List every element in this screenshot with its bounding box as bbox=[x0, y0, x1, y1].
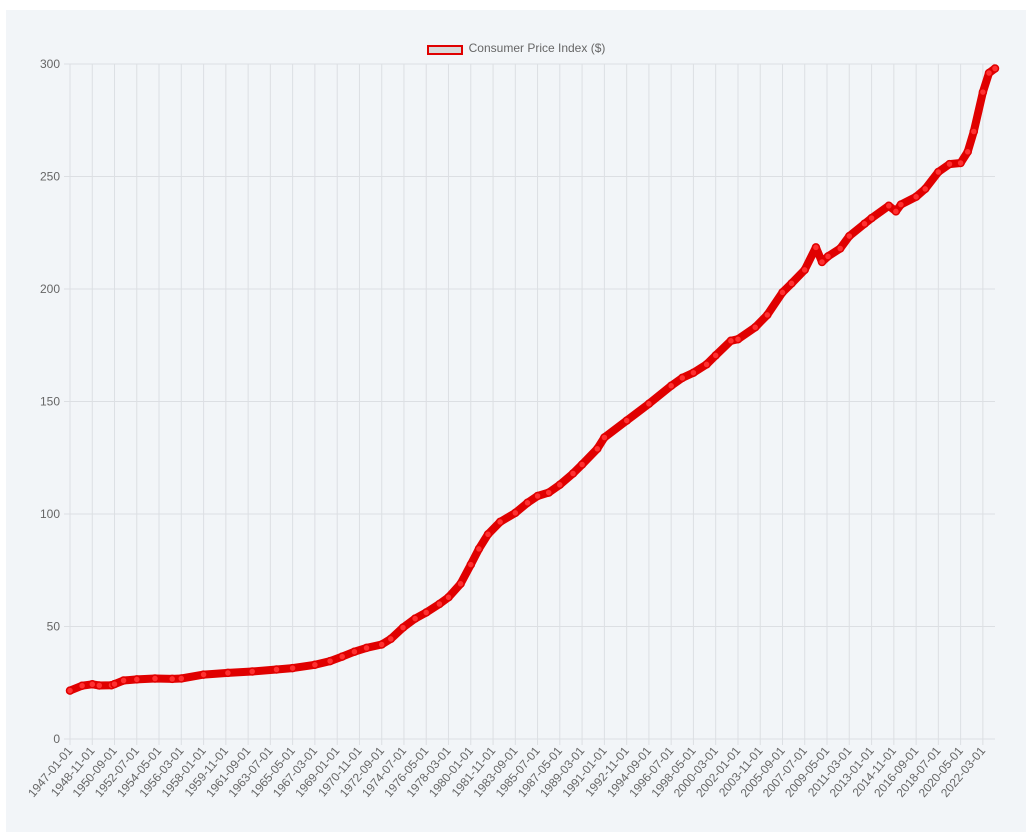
y-tick-label: 100 bbox=[40, 507, 60, 521]
data-point bbox=[325, 656, 335, 666]
data-point bbox=[65, 686, 75, 695]
data-point bbox=[398, 623, 408, 632]
data-point bbox=[337, 652, 347, 661]
data-point bbox=[544, 488, 553, 497]
data-point bbox=[533, 491, 542, 501]
data-point bbox=[644, 399, 654, 409]
data-point bbox=[288, 663, 297, 673]
data-point bbox=[817, 257, 827, 267]
data-point bbox=[945, 159, 954, 169]
data-point bbox=[860, 219, 869, 229]
x-axis: 1947-01-011948-11-011950-09-011952-07-01… bbox=[25, 744, 988, 800]
legend-swatch bbox=[426, 45, 463, 55]
data-point bbox=[362, 643, 371, 653]
data-point bbox=[600, 433, 609, 442]
data-point bbox=[593, 444, 602, 454]
data-point bbox=[778, 288, 787, 297]
data-point bbox=[167, 674, 177, 684]
data-point bbox=[800, 265, 809, 275]
data-point bbox=[310, 660, 320, 670]
data-point bbox=[247, 667, 257, 676]
data-point bbox=[568, 469, 578, 478]
y-tick-label: 200 bbox=[40, 282, 60, 296]
data-point bbox=[150, 674, 160, 683]
data-point bbox=[444, 593, 453, 602]
data-point bbox=[456, 579, 465, 589]
data-point bbox=[386, 634, 396, 644]
data-point bbox=[867, 213, 876, 223]
data-point bbox=[272, 665, 281, 674]
data-point bbox=[845, 231, 854, 241]
data-point bbox=[77, 681, 87, 690]
series-line bbox=[66, 64, 999, 695]
data-point bbox=[466, 560, 476, 569]
data-point bbox=[920, 184, 930, 194]
data-point bbox=[726, 336, 736, 346]
data-point bbox=[88, 680, 97, 689]
data-point bbox=[377, 640, 386, 649]
data-point bbox=[199, 670, 208, 679]
data-point bbox=[811, 243, 821, 252]
data-point bbox=[678, 373, 687, 383]
data-point bbox=[95, 681, 104, 690]
data-point bbox=[410, 614, 420, 623]
data-point bbox=[911, 192, 921, 202]
data-point bbox=[956, 158, 965, 168]
y-axis: 0 50 100 150 200 250 300 bbox=[40, 57, 60, 746]
data-point bbox=[474, 544, 484, 554]
data-point bbox=[896, 200, 906, 209]
y-tick-label: 150 bbox=[40, 395, 60, 409]
y-tick-label: 0 bbox=[53, 732, 60, 746]
chart-panel bbox=[6, 10, 1026, 832]
data-point bbox=[110, 679, 119, 689]
data-point bbox=[622, 416, 631, 425]
data-point bbox=[689, 368, 698, 377]
data-point bbox=[934, 167, 943, 177]
data-point bbox=[435, 599, 444, 609]
legend[interactable]: Consumer Price Index ($) bbox=[0, 41, 1032, 55]
data-point bbox=[421, 608, 431, 617]
data-point bbox=[963, 147, 972, 157]
data-point bbox=[350, 647, 359, 656]
data-point bbox=[823, 252, 833, 261]
data-point bbox=[666, 381, 676, 391]
data-point bbox=[523, 498, 532, 508]
y-tick-label: 300 bbox=[40, 57, 60, 71]
data-point bbox=[891, 207, 901, 216]
data-point bbox=[969, 127, 979, 136]
data-point bbox=[750, 323, 760, 332]
data-point bbox=[483, 530, 493, 539]
data-point bbox=[132, 675, 142, 684]
data-point bbox=[119, 676, 128, 685]
data-point bbox=[702, 360, 711, 369]
data-point bbox=[577, 460, 587, 469]
grid-lines bbox=[64, 63, 995, 745]
series-group bbox=[65, 64, 1000, 695]
data-point bbox=[223, 668, 233, 678]
data-point bbox=[177, 674, 186, 683]
y-tick-label: 250 bbox=[40, 170, 60, 184]
y-tick-label: 50 bbox=[47, 620, 61, 634]
data-point bbox=[990, 64, 1000, 73]
data-point bbox=[835, 244, 845, 253]
data-point bbox=[495, 517, 505, 527]
data-point bbox=[733, 334, 743, 344]
data-point bbox=[787, 279, 796, 288]
data-point bbox=[978, 87, 988, 97]
legend-label: Consumer Price Index ($) bbox=[468, 41, 606, 55]
data-point bbox=[984, 68, 994, 78]
data-point bbox=[884, 201, 894, 211]
data-point bbox=[511, 508, 520, 518]
data-point bbox=[763, 310, 772, 320]
data-point bbox=[711, 351, 720, 360]
data-point bbox=[555, 480, 565, 490]
